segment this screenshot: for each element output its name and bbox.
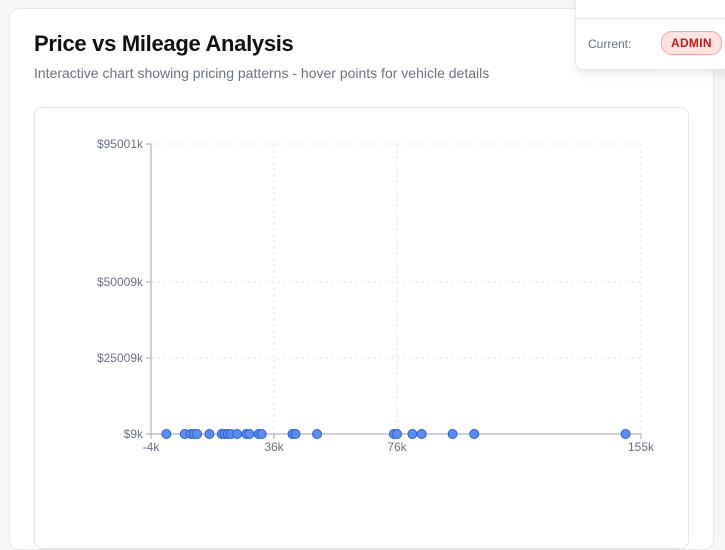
page-subtitle: Interactive chart showing pricing patter… <box>34 65 489 81</box>
data-point[interactable] <box>313 430 322 439</box>
popover-divider <box>576 18 725 19</box>
data-point[interactable] <box>470 430 479 439</box>
data-point[interactable] <box>393 430 402 439</box>
data-point[interactable] <box>408 430 417 439</box>
data-point[interactable] <box>162 430 171 439</box>
data-point[interactable] <box>291 430 300 439</box>
data-point[interactable] <box>621 430 630 439</box>
data-point[interactable] <box>448 430 457 439</box>
chart-container <box>34 107 689 549</box>
data-point[interactable] <box>233 430 242 439</box>
data-point[interactable] <box>257 430 266 439</box>
data-point[interactable] <box>205 430 214 439</box>
role-popover: Current: ADMIN <box>575 0 725 70</box>
data-point[interactable] <box>245 430 254 439</box>
page-title: Price vs Mileage Analysis <box>34 31 294 57</box>
current-role-label: Current: <box>588 37 631 51</box>
data-point[interactable] <box>193 430 202 439</box>
role-badge[interactable]: ADMIN <box>661 31 722 55</box>
data-point[interactable] <box>417 430 426 439</box>
